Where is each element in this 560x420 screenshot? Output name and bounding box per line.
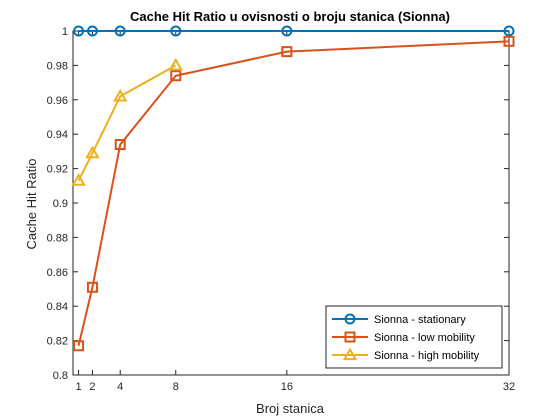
legend-marker	[342, 347, 358, 361]
data-point	[503, 25, 515, 37]
data-point	[281, 25, 293, 37]
x-tick-label: 32	[503, 381, 515, 393]
data-point	[114, 139, 126, 151]
x-axis-label: Broj stanica	[256, 401, 325, 416]
x-tick-label: 1	[75, 381, 81, 393]
legend-marker	[344, 313, 356, 325]
y-tick-label: 0.94	[47, 129, 68, 141]
data-point	[281, 46, 293, 58]
x-tick-label: 4	[117, 381, 123, 393]
series-line	[77, 64, 177, 182]
data-point	[170, 25, 182, 37]
y-tick-label: 0.98	[47, 60, 68, 72]
data-point	[86, 25, 98, 37]
data-point	[170, 70, 182, 82]
legend-marker	[344, 331, 356, 343]
y-tick-label: 0.84	[47, 301, 68, 313]
data-point	[85, 145, 100, 159]
y-tick-label: 0.96	[47, 95, 68, 107]
y-tick-label: 0.8	[53, 370, 68, 382]
series-3	[71, 57, 183, 186]
series-2	[73, 35, 515, 352]
x-tick-label: 8	[173, 381, 179, 393]
series-line	[77, 40, 510, 346]
y-tick-label: 0.82	[47, 336, 68, 348]
chart-title: Cache Hit Ratio u ovisnosti o broju stan…	[130, 9, 450, 24]
data-point	[73, 340, 85, 352]
data-point	[168, 57, 183, 71]
data-point	[114, 25, 126, 37]
data-point	[73, 25, 85, 37]
y-tick-label: 0.86	[47, 267, 68, 279]
data-point	[112, 88, 128, 102]
legend: Sionna - stationary Sionna - low mobility…	[325, 305, 503, 369]
x-tick-label: 2	[89, 381, 95, 393]
legend-entry: Sionna - low mobility	[332, 331, 475, 344]
x-tick-label: 16	[281, 381, 293, 393]
y-tick-label: 0.92	[47, 164, 68, 176]
legend-entry: Sionna - high mobility	[332, 347, 480, 362]
legend-label: Sionna - low mobility	[374, 332, 475, 344]
y-tick-label: 1	[62, 26, 68, 38]
legend-label: Sionna - high mobility	[374, 350, 480, 362]
legend-label: Sionna - stationary	[374, 314, 466, 326]
y-axis-label: Cache Hit Ratio	[24, 158, 39, 249]
legend-entry: Sionna - stationary	[332, 313, 466, 326]
y-tick-label: 0.88	[47, 232, 68, 244]
data-point	[503, 35, 515, 47]
data-point	[71, 173, 86, 186]
series-1	[73, 25, 515, 37]
y-tick-label: 0.9	[53, 198, 68, 210]
data-point	[86, 281, 98, 293]
